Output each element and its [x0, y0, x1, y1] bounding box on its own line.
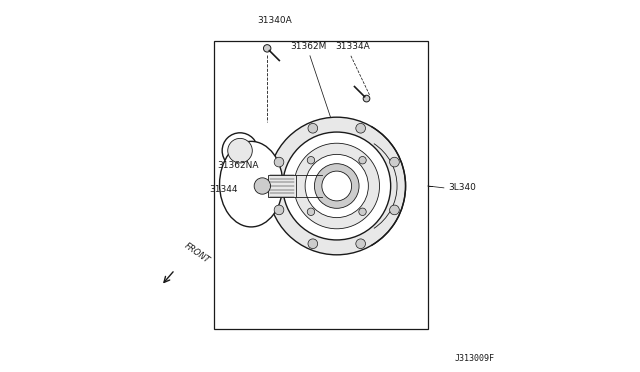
Circle shape — [308, 124, 317, 133]
Bar — [268, 175, 296, 197]
Text: 31334A: 31334A — [335, 42, 370, 51]
Circle shape — [264, 45, 271, 52]
Circle shape — [363, 95, 370, 102]
Circle shape — [356, 239, 365, 248]
Circle shape — [254, 178, 271, 194]
Circle shape — [268, 117, 406, 255]
Circle shape — [307, 208, 315, 215]
Circle shape — [222, 133, 258, 169]
Circle shape — [359, 208, 366, 215]
Circle shape — [359, 157, 366, 164]
Circle shape — [274, 157, 284, 167]
Text: 3L340: 3L340 — [449, 183, 476, 192]
Circle shape — [283, 132, 390, 240]
Circle shape — [274, 205, 284, 215]
Text: 31344: 31344 — [209, 185, 237, 194]
Circle shape — [356, 124, 365, 133]
Circle shape — [307, 157, 315, 164]
Bar — [214, 41, 428, 329]
Circle shape — [390, 205, 399, 215]
Text: J313009F: J313009F — [455, 354, 495, 363]
Circle shape — [322, 171, 351, 201]
Circle shape — [390, 157, 399, 167]
Circle shape — [294, 143, 380, 229]
Text: 31362NA: 31362NA — [218, 161, 259, 170]
Text: 31340A: 31340A — [257, 16, 292, 25]
Circle shape — [305, 154, 369, 218]
Ellipse shape — [220, 141, 283, 227]
Text: 31362M: 31362M — [290, 42, 326, 51]
Circle shape — [308, 239, 317, 248]
Text: FRONT: FRONT — [182, 241, 211, 265]
Circle shape — [314, 164, 359, 208]
Circle shape — [228, 138, 252, 163]
